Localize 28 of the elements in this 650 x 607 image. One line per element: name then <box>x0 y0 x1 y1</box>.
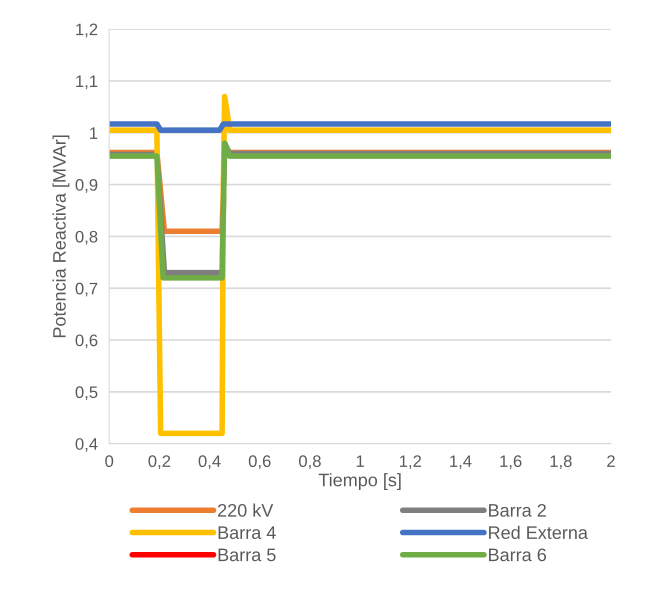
x-tick-label: 0,6 <box>248 455 271 470</box>
y-tick-label: 1 <box>90 127 98 139</box>
legend-label: 220 kV <box>218 504 274 517</box>
y-tick-label: 0,8 <box>76 230 98 245</box>
x-tick-label: 1,2 <box>400 455 422 470</box>
legend-label: Barra 2 <box>489 504 546 517</box>
x-tick-label: 1,8 <box>550 455 572 470</box>
y-tick-label: 1,1 <box>76 76 98 90</box>
y-tick-label: 0,5 <box>76 386 98 400</box>
x-tick-label: 0,2 <box>148 455 170 470</box>
y-tick-label: 0,4 <box>76 438 98 452</box>
y-tick-label: 0,7 <box>76 282 98 296</box>
legend-label: Barra 5 <box>218 548 276 562</box>
x-tick-label: 0,8 <box>298 455 321 470</box>
x-tick-label: 1,4 <box>450 455 472 470</box>
y-axis-title: Potencia Reactiva [MVAr] <box>52 136 70 338</box>
y-tick-label: 0,9 <box>76 179 98 193</box>
y-tick-label: 0,6 <box>76 334 98 348</box>
y-tick-label: 1,2 <box>76 24 98 38</box>
legend-label: Barra 4 <box>218 526 276 540</box>
legend-label: Red Externa <box>489 526 588 540</box>
legend-label: Barra 6 <box>489 548 546 562</box>
x-axis-title: Tiempo [s] <box>318 473 401 490</box>
x-tick-label: 0 <box>105 455 114 468</box>
x-tick-label: 2 <box>607 455 615 467</box>
x-tick-label: 0,4 <box>198 455 221 470</box>
x-tick-label: 1,6 <box>500 455 522 470</box>
x-tick-label: 1 <box>356 455 364 467</box>
